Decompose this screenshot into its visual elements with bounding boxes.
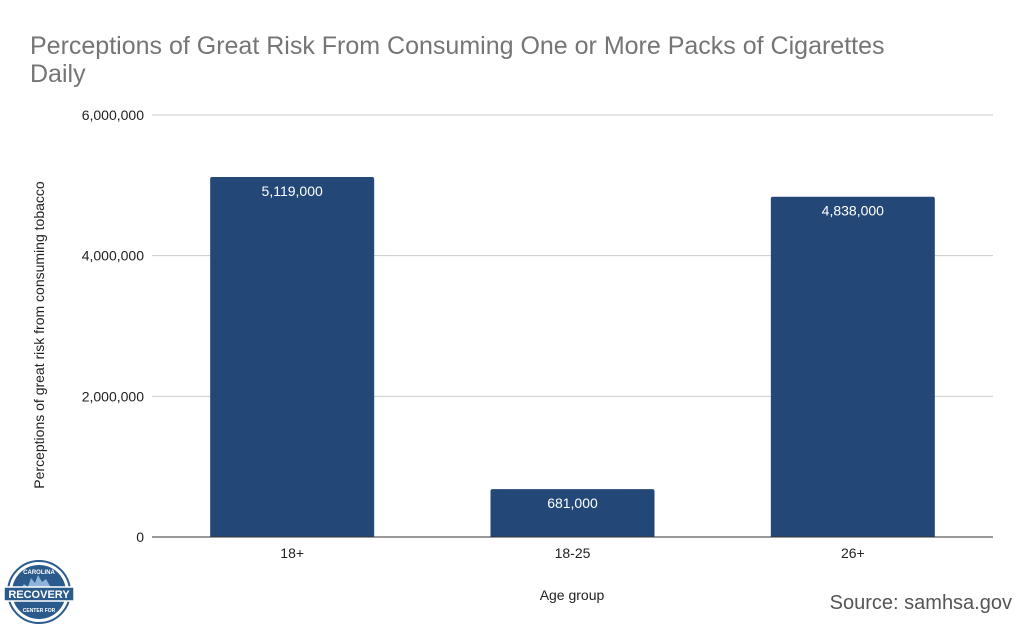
carolina-recovery-logo: RECOVERY CAROLINA CENTER FOR	[3, 560, 75, 624]
logo-middle-text: RECOVERY	[8, 589, 70, 601]
bar-value-label: 5,119,000	[262, 183, 323, 199]
x-tick-label: 26+	[841, 545, 865, 561]
bar-18-25	[490, 489, 655, 537]
logo-bottom-text: CENTER FOR	[23, 608, 56, 614]
x-axis-ticks: 18+ 18-25 26+	[280, 545, 864, 561]
bars	[210, 176, 935, 537]
bar-26+	[770, 196, 935, 537]
y-tick-label: 2,000,000	[82, 388, 144, 404]
y-axis-title: Perceptions of great risk from consuming…	[31, 181, 47, 489]
logo-top-text: CAROLINA	[23, 570, 55, 576]
y-tick-label: 0	[136, 529, 144, 545]
x-axis-title: Age group	[540, 587, 605, 603]
y-tick-label: 4,000,000	[82, 248, 144, 264]
source-text: Source: samhsa.gov	[830, 592, 1012, 614]
bar-value-labels: 5,119,000 681,000 4,838,000	[262, 183, 885, 511]
x-tick-label: 18+	[280, 545, 304, 561]
chart-title-line-1: Perceptions of Great Risk From Consuming…	[30, 32, 885, 60]
y-axis-ticks: 0 2,000,000 4,000,000 6,000,000	[82, 107, 145, 545]
x-tick-label: 18-25	[555, 545, 591, 561]
chart-title-line-2: Daily	[30, 60, 86, 88]
y-tick-label: 6,000,000	[82, 107, 144, 123]
bar-value-label: 4,838,000	[822, 203, 884, 219]
bar-value-label: 681,000	[547, 495, 598, 511]
bar-18+	[210, 176, 375, 537]
